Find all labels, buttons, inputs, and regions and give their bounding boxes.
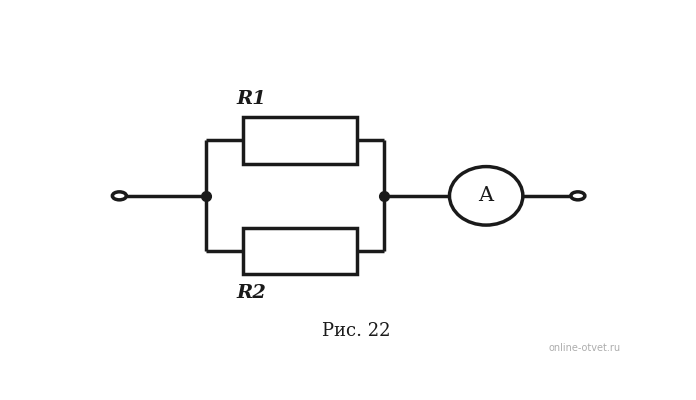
FancyBboxPatch shape — [244, 228, 356, 274]
FancyBboxPatch shape — [244, 117, 356, 164]
Text: online-otvet.ru: online-otvet.ru — [549, 343, 621, 353]
Text: A: A — [479, 186, 493, 205]
Text: R1: R1 — [237, 90, 267, 108]
Text: R2: R2 — [237, 284, 267, 302]
Ellipse shape — [450, 166, 523, 225]
Text: Рис. 22: Рис. 22 — [322, 322, 391, 340]
